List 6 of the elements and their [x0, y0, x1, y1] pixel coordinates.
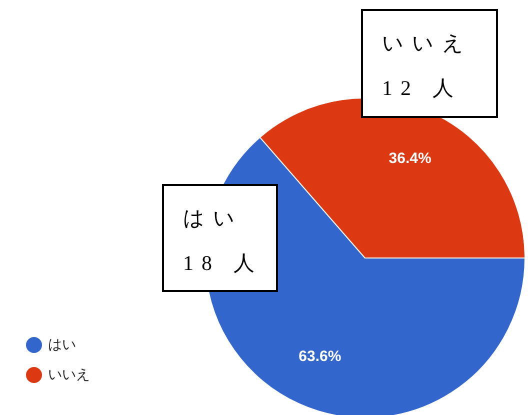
legend-label: いいえ — [48, 366, 90, 383]
data-label: 36.4% — [388, 150, 432, 167]
text: いいえ 12 人 — [382, 31, 472, 100]
data-label: 63.6% — [298, 348, 342, 365]
legend-label: はい — [48, 336, 76, 353]
text: はい 18 人 — [183, 206, 262, 275]
